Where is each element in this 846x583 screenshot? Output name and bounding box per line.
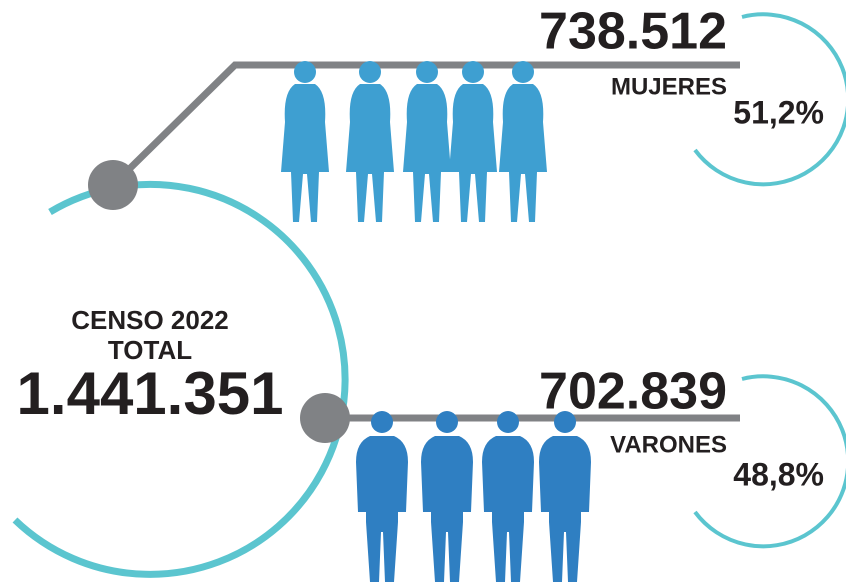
total-value: 1.441.351 — [17, 360, 284, 427]
node — [88, 160, 138, 210]
women-value: 738.512 — [539, 3, 727, 61]
women-label: MUJERES — [611, 73, 727, 100]
page: CENSO 2022 TOTAL 1.441.351 738.512 MUJER… — [0, 0, 846, 583]
women-silhouettes — [281, 61, 547, 222]
men-silhouettes — [356, 411, 591, 582]
total-label: CENSO 2022 — [71, 305, 229, 335]
men-value: 702.839 — [539, 363, 727, 421]
infographic: CENSO 2022 TOTAL 1.441.351 738.512 MUJER… — [0, 0, 846, 583]
men-label: VARONES — [610, 431, 727, 458]
node — [300, 393, 350, 443]
women-percent: 51,2% — [733, 94, 824, 130]
men-percent: 48,8% — [733, 456, 824, 492]
